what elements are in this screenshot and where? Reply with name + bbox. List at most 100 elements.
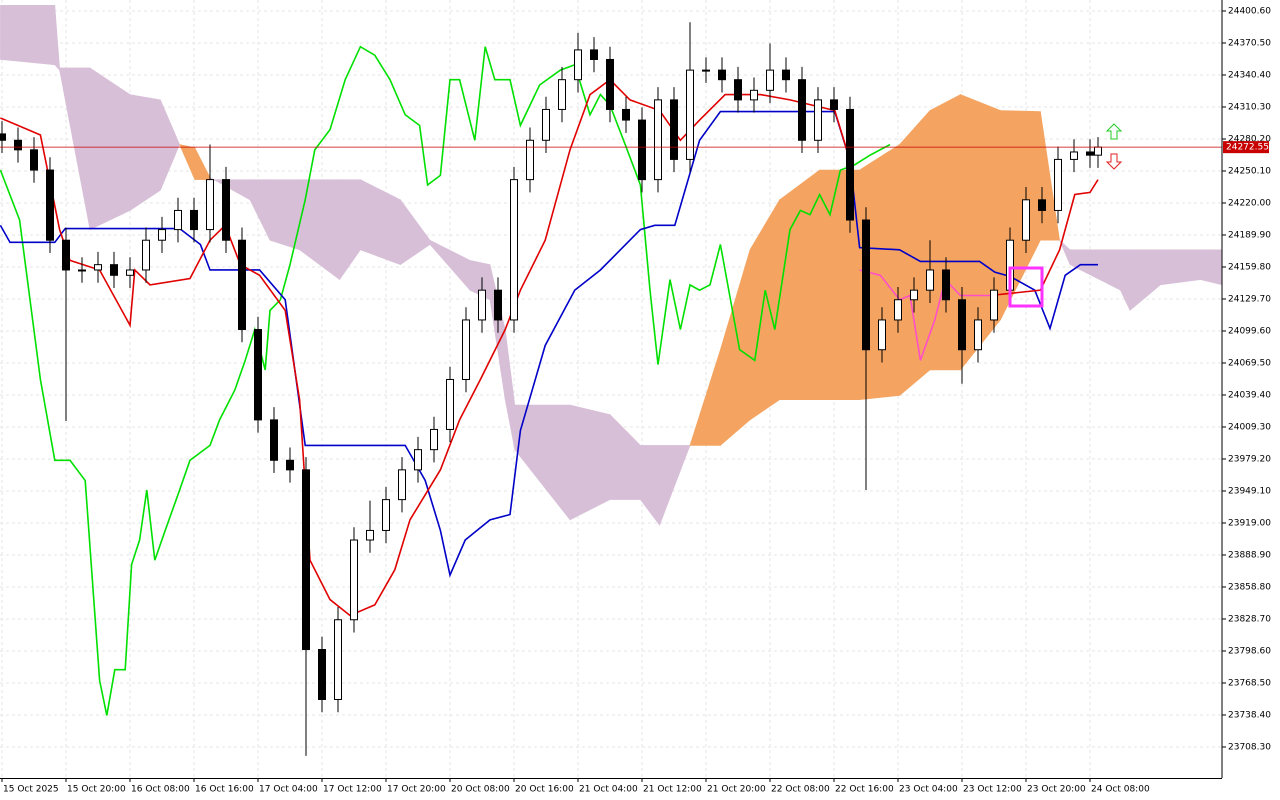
- x-tick-label: 17 Oct 12:00: [323, 785, 382, 795]
- y-tick-label: 24370.50: [1228, 39, 1271, 49]
- candle-body: [94, 264, 102, 271]
- y-tick-label: 24129.70: [1228, 295, 1271, 305]
- candle-body: [78, 269, 86, 272]
- candle-body: [14, 139, 22, 151]
- candle-body: [590, 49, 598, 60]
- x-tick-label: 15 Oct 20:00: [67, 785, 126, 795]
- candle-body: [670, 99, 678, 160]
- candle-body: [142, 239, 150, 271]
- candle-body: [622, 108, 630, 121]
- indicator-line: [0, 110, 1098, 578]
- y-tick-label: 23979.20: [1228, 455, 1271, 465]
- y-tick-label: 24189.90: [1228, 231, 1271, 241]
- candle-body: [46, 169, 54, 241]
- candle-body: [350, 539, 358, 621]
- candle-body: [286, 459, 294, 471]
- cloud-segment: [129, 94, 161, 212]
- cloud-segment: [0, 4, 56, 66]
- x-tick-label: 15 Oct 2025: [3, 785, 59, 795]
- candle-body: [206, 179, 214, 231]
- cloud-segment: [569, 404, 611, 521]
- x-tick-label: 16 Oct 08:00: [131, 785, 190, 795]
- candle-body: [1022, 199, 1030, 241]
- candle-body: [1086, 151, 1094, 156]
- candle-body: [414, 449, 422, 471]
- candle-body: [446, 378, 454, 430]
- candle-body: [542, 108, 550, 141]
- x-tick-label: 22 Oct 08:00: [771, 785, 830, 795]
- last-price-tag: [1223, 141, 1269, 154]
- x-tick-label: 23 Oct 12:00: [963, 785, 1022, 795]
- down-arrow: [1105, 153, 1123, 170]
- candle-body: [750, 89, 758, 101]
- x-tick-label: 17 Oct 20:00: [387, 785, 446, 795]
- candle-body: [574, 49, 582, 81]
- up-arrow: [1105, 123, 1123, 140]
- y-tick-label: 24250.10: [1228, 167, 1271, 177]
- y-tick-label: 24039.40: [1228, 391, 1271, 401]
- candle-body: [158, 229, 166, 241]
- cloud-segment: [89, 67, 131, 231]
- candle-body: [718, 69, 726, 81]
- cloud-segment: [1200, 249, 1222, 286]
- highlight-box: [1008, 266, 1044, 308]
- candle-body: [638, 119, 646, 181]
- candle-body: [318, 649, 326, 700]
- candle-body: [398, 469, 406, 501]
- candle-body: [254, 329, 262, 421]
- y-tick-label: 23708.30: [1228, 743, 1271, 753]
- candle-body: [734, 79, 742, 101]
- x-tick-label: 20 Oct 08:00: [451, 785, 510, 795]
- x-tick-label: 17 Oct 04:00: [259, 785, 318, 795]
- candle-body: [366, 529, 374, 541]
- candle-body: [910, 289, 918, 301]
- x-tick-label: 21 Oct 04:00: [579, 785, 638, 795]
- y-tick-label: 23858.80: [1228, 583, 1271, 593]
- y-tick-label: 24099.60: [1228, 327, 1271, 337]
- candle-body: [238, 239, 246, 331]
- candle-body: [558, 79, 566, 110]
- candle-body: [174, 209, 182, 231]
- candle-body: [302, 469, 310, 651]
- y-tick-label: 23738.40: [1228, 711, 1271, 721]
- y-tick-label: 24220.00: [1228, 199, 1271, 209]
- candle-body: [1038, 199, 1046, 211]
- y-tick-label: 23798.60: [1228, 647, 1271, 657]
- candle-body: [990, 289, 998, 321]
- indicator-line: [859, 269, 990, 361]
- y-tick-label: 23828.70: [1228, 615, 1271, 625]
- plot-area: [0, 4, 1222, 756]
- candle-body: [798, 79, 806, 141]
- y-tick-label: 23919.00: [1228, 519, 1271, 529]
- y-tick-label: 23888.90: [1228, 551, 1271, 561]
- candle-body: [222, 179, 230, 241]
- x-tick-label: 16 Oct 16:00: [195, 785, 254, 795]
- candle-body: [654, 99, 662, 181]
- x-tick-label: 21 Oct 20:00: [707, 785, 766, 795]
- cloud-segment: [929, 94, 961, 371]
- x-tick-label: 20 Oct 16:00: [515, 785, 574, 795]
- candle-body: [766, 69, 774, 91]
- cloud-segment: [160, 99, 180, 191]
- y-tick-label: 23949.10: [1228, 487, 1271, 497]
- y-tick-label: 24280.20: [1228, 135, 1271, 145]
- cloud-segment: [1160, 249, 1201, 286]
- candle-body: [926, 269, 934, 291]
- y-tick-label: 23768.50: [1228, 679, 1271, 689]
- y-tick-label: 24310.30: [1228, 103, 1271, 113]
- candle-body: [462, 319, 470, 380]
- candle-body: [0, 133, 6, 141]
- candle-body: [974, 319, 982, 351]
- candle-body: [958, 299, 966, 351]
- grid: [0, 0, 1222, 778]
- x-tick-label: 21 Oct 12:00: [643, 785, 702, 795]
- candle-body: [30, 149, 38, 171]
- last-price-label: 24272.55: [1226, 143, 1269, 153]
- indicator-line: [989, 179, 1099, 297]
- candle-body: [846, 108, 854, 221]
- candle-body: [942, 269, 950, 301]
- candle-body: [430, 428, 438, 451]
- x-tick-label: 24 Oct 08:00: [1091, 785, 1150, 795]
